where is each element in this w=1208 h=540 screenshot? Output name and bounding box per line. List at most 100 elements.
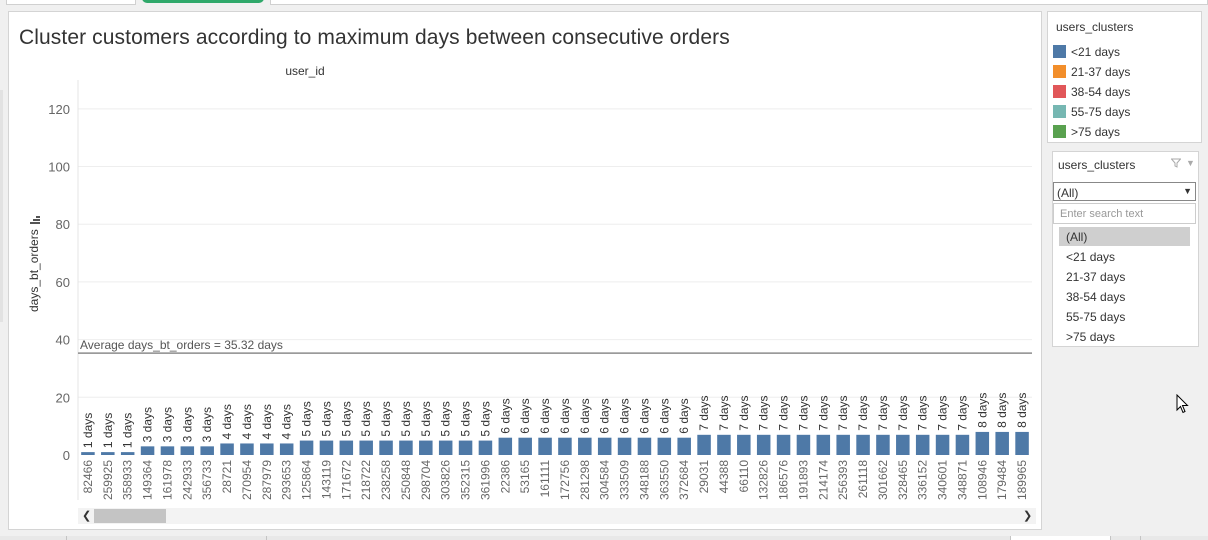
- filter-option-label: (All): [1066, 230, 1088, 244]
- bar-data-label: 4 days: [260, 404, 274, 439]
- sort-descending-icon[interactable]: [29, 216, 40, 225]
- legend-item[interactable]: 55-75 days: [1053, 103, 1193, 121]
- sheet-tab[interactable]: [1140, 536, 1171, 540]
- y-tick-label: 20: [56, 390, 70, 405]
- bar: [160, 446, 175, 455]
- sheet-tab[interactable]: [66, 536, 267, 540]
- x-tick-label: 66110: [737, 460, 751, 493]
- filter-option[interactable]: >75 days: [1059, 327, 1190, 346]
- bar: [717, 434, 731, 455]
- legend-item[interactable]: 38-54 days: [1053, 83, 1193, 101]
- filter-option-label: 55-75 days: [1066, 310, 1126, 324]
- bar: [180, 446, 195, 455]
- x-tick-label: 171672: [339, 460, 353, 500]
- sheet-tab[interactable]: [266, 536, 467, 540]
- bar: [81, 452, 95, 455]
- x-tick-label: 108946: [975, 460, 989, 500]
- bar-data-label: 7 days: [955, 395, 969, 430]
- x-tick-label: 250848: [399, 460, 413, 500]
- sheet-tab[interactable]: [1110, 536, 1141, 540]
- x-tick-label: 348871: [955, 460, 969, 500]
- bar: [896, 434, 910, 455]
- bar-data-label: 7 days: [816, 395, 830, 430]
- filter-card: users_clusters ▼ (All) ▼ (All) <21 days …: [1052, 151, 1199, 347]
- bar-data-label: 6 days: [598, 398, 612, 433]
- bar: [796, 434, 811, 455]
- bar: [458, 440, 473, 455]
- x-tick-label: 293653: [280, 460, 294, 500]
- filter-title: users_clusters: [1058, 158, 1136, 172]
- bar-data-label: 3 days: [200, 407, 214, 442]
- bar: [637, 437, 652, 455]
- filter-option-label: <21 days: [1066, 250, 1116, 264]
- x-tick-label: 356733: [200, 460, 214, 500]
- x-tick-label: 125864: [300, 460, 314, 500]
- legend-item[interactable]: >75 days: [1053, 123, 1193, 141]
- filter-selected-value: (All): [1057, 186, 1079, 200]
- bar: [756, 434, 771, 455]
- bar-data-label: 8 days: [975, 393, 989, 428]
- bar: [101, 452, 115, 455]
- x-tick-label: 218722: [359, 460, 373, 500]
- filter-option[interactable]: 38-54 days: [1059, 287, 1190, 306]
- horizontal-scrollbar[interactable]: [78, 508, 1036, 524]
- legend-item-label: 21-37 days: [1071, 65, 1131, 79]
- y-tick-label: 120: [48, 102, 70, 117]
- filter-option[interactable]: (All): [1059, 227, 1190, 246]
- filter-option[interactable]: <21 days: [1059, 247, 1190, 266]
- y-tick-label: 80: [56, 217, 70, 232]
- funnel-icon[interactable]: [1170, 158, 1182, 171]
- legend-item-label: >75 days: [1071, 125, 1121, 139]
- dropdown-caret-icon[interactable]: ▼: [1186, 158, 1195, 168]
- filter-option-label: 38-54 days: [1066, 290, 1126, 304]
- x-tick-label: 161111: [538, 460, 552, 498]
- chevron-right-icon[interactable]: ❯: [1023, 510, 1033, 522]
- bar: [478, 440, 493, 455]
- bar-data-label: 6 days: [637, 398, 651, 433]
- scrollbar-thumb[interactable]: [94, 509, 166, 523]
- chevron-left-icon[interactable]: ❮: [82, 510, 92, 522]
- bar-data-label: 3 days: [180, 407, 194, 442]
- bar: [876, 434, 890, 455]
- x-tick-label: 82466: [81, 460, 95, 494]
- bar: [578, 437, 592, 455]
- bar-data-label: 6 days: [618, 398, 632, 433]
- bar: [379, 440, 393, 455]
- legend-item[interactable]: <21 days: [1053, 43, 1193, 61]
- filter-option[interactable]: 55-75 days: [1059, 307, 1190, 326]
- x-tick-label: 28721: [220, 460, 234, 494]
- mouse-pointer-icon: [1176, 394, 1189, 414]
- bar: [538, 437, 552, 455]
- bar: [677, 437, 691, 455]
- x-tick-label: 256393: [836, 460, 850, 500]
- bar-data-label: 8 days: [995, 393, 1009, 428]
- bar-data-label: 7 days: [896, 395, 910, 430]
- bar: [220, 443, 234, 455]
- x-tick-label: 53165: [518, 460, 532, 494]
- bar-data-label: 5 days: [339, 401, 353, 436]
- bar-data-label: 5 days: [359, 401, 373, 436]
- top-tab[interactable]: [6, 0, 136, 5]
- filter-option[interactable]: 21-37 days: [1059, 267, 1190, 286]
- filter-option-label: >75 days: [1066, 330, 1116, 344]
- top-tab-active[interactable]: [142, 0, 264, 3]
- bar-data-label: 4 days: [220, 404, 234, 439]
- x-tick-label: 179484: [995, 460, 1009, 500]
- x-tick-label: 242933: [180, 460, 194, 500]
- bar: [319, 440, 334, 455]
- bar: [240, 443, 254, 455]
- bar: [995, 431, 1009, 455]
- y-axis-label[interactable]: days_bt_orders: [27, 216, 41, 312]
- left-panel-edge: [0, 90, 3, 322]
- bar-data-label: 7 days: [916, 395, 930, 430]
- bar-data-label: 7 days: [757, 395, 771, 430]
- filter-search-input[interactable]: [1053, 203, 1196, 224]
- sheet-tab-active[interactable]: [1010, 536, 1111, 540]
- x-tick-label: 132826: [757, 460, 771, 500]
- legend-item[interactable]: 21-37 days: [1053, 63, 1193, 81]
- bar: [935, 434, 950, 455]
- bar-data-label: 5 days: [478, 401, 492, 436]
- x-tick-label: 143119: [319, 460, 333, 499]
- filter-dropdown[interactable]: (All) ▼: [1053, 182, 1196, 201]
- x-tick-label: 29031: [697, 460, 711, 494]
